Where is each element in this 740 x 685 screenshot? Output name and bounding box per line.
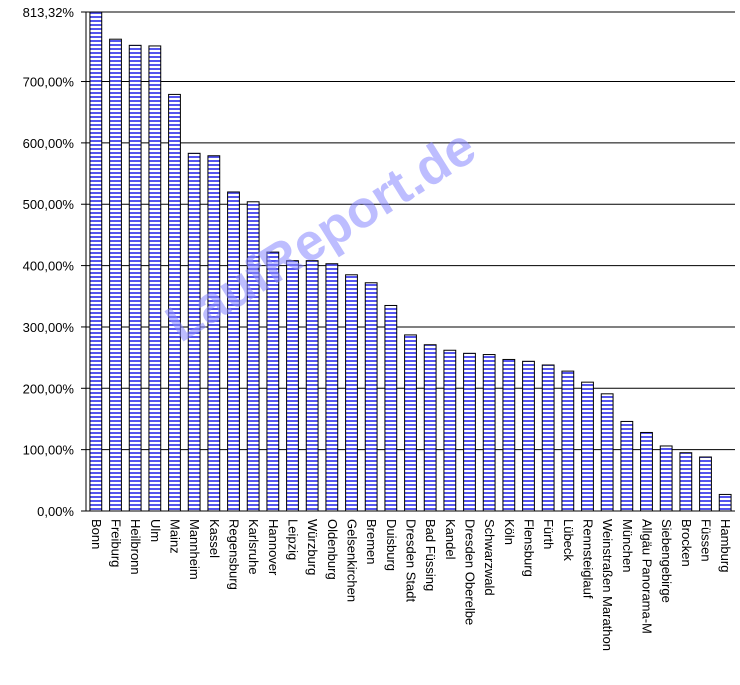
bar	[679, 452, 693, 512]
bar	[541, 364, 555, 512]
bar	[325, 263, 339, 512]
x-tick-label: Köln	[502, 519, 517, 545]
x-tick-label: Dresden Stadt	[404, 519, 419, 602]
x-tick-label: Rennsteiglauf	[581, 519, 596, 599]
x-tick-label: Oldenburg	[325, 519, 340, 580]
bar	[246, 201, 260, 512]
x-tick-label: Dresden Oberelbe	[463, 519, 478, 625]
y-tick-label: 400,00%	[23, 259, 75, 274]
bar	[423, 344, 437, 512]
x-tick-label: Weinstraßen Marathon	[600, 519, 615, 651]
x-tick-label: Lübeck	[561, 519, 576, 561]
x-tick-label: Kandel	[443, 519, 458, 560]
bar	[128, 44, 142, 512]
x-tick-label: Mannheim	[187, 519, 202, 580]
bar	[443, 349, 457, 512]
x-tick-label: Würzburg	[305, 519, 320, 575]
x-tick-label: Regensburg	[227, 519, 242, 590]
x-tick-label: Schwarzwald	[482, 519, 497, 596]
x-tick-label: Hamburg	[718, 519, 733, 572]
x-tick-label: Flensburg	[522, 519, 537, 577]
bar	[620, 420, 634, 512]
bar	[600, 393, 614, 512]
bar	[502, 358, 516, 512]
y-tick-label: 600,00%	[23, 136, 75, 151]
bar	[89, 11, 103, 512]
bar	[345, 274, 358, 512]
x-tick-label: Gelsenkirchen	[345, 519, 360, 602]
x-tick-label: Karlsruhe	[246, 519, 261, 575]
x-tick-label: Freiburg	[109, 519, 124, 567]
x-tick-label: Ulm	[148, 519, 163, 542]
x-tick-label: Hannover	[266, 519, 281, 576]
bar	[561, 370, 575, 512]
bar	[699, 456, 712, 512]
y-tick-label: 813,32%	[23, 5, 75, 20]
x-tick-label: Allgäu Panorama-M	[640, 519, 655, 634]
y-tick-label: 0,00%	[37, 504, 74, 519]
x-tick-label: Siebengebirge	[659, 519, 674, 603]
bar	[640, 431, 653, 512]
x-tick-label: Füssen	[699, 519, 714, 562]
x-tick-label: Bad Füssing	[423, 519, 438, 591]
bar	[109, 38, 122, 512]
bar	[659, 445, 673, 512]
y-tick-label: 100,00%	[23, 443, 75, 458]
bar	[581, 381, 594, 512]
x-tick-label: Bremen	[364, 519, 379, 565]
y-tick-label: 700,00%	[23, 75, 75, 90]
bar	[718, 493, 732, 512]
x-tick-label: Bonn	[89, 519, 104, 549]
bar	[168, 93, 181, 512]
x-tick-label: Mainz	[168, 519, 183, 554]
bar	[227, 191, 240, 512]
bar	[286, 260, 299, 512]
x-tick-label: Duisburg	[384, 519, 399, 571]
bar	[463, 352, 476, 512]
watermark: LaufReport.de	[156, 118, 486, 354]
bar	[266, 251, 280, 512]
bar	[522, 360, 535, 512]
x-tick-label: Fürth	[541, 519, 556, 549]
x-tick-label: Leipzig	[286, 519, 301, 560]
bar	[207, 155, 221, 512]
x-tick-label: München	[620, 519, 635, 572]
bar	[364, 282, 378, 512]
y-tick-label: 300,00%	[23, 320, 75, 335]
bar	[187, 152, 201, 512]
bar	[305, 260, 319, 512]
y-tick-label: 200,00%	[23, 381, 75, 396]
bar	[404, 334, 417, 512]
bar	[482, 354, 496, 512]
y-tick-label: 500,00%	[23, 197, 75, 212]
x-tick-label: Heilbronn	[128, 519, 143, 575]
bar	[148, 45, 162, 512]
x-tick-label: Kassel	[207, 519, 222, 558]
bar	[384, 304, 398, 512]
x-tick-label: Brocken	[679, 519, 694, 567]
